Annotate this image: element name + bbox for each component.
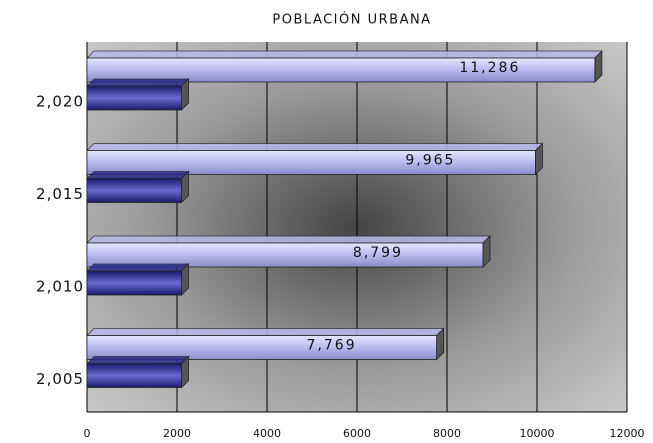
y-tick-label: 2,015 xyxy=(36,185,84,203)
bar-top-face xyxy=(86,356,190,364)
x-tick-label: 12000 xyxy=(610,427,645,440)
x-tick-label: 4000 xyxy=(253,427,281,440)
bar xyxy=(86,335,438,360)
value-label: 9,965 xyxy=(405,153,455,169)
bar xyxy=(86,178,182,203)
value-label: 8,799 xyxy=(353,245,403,261)
bar xyxy=(86,150,536,175)
y-tick-label: 2,020 xyxy=(36,93,84,111)
value-label: 7,769 xyxy=(307,338,357,354)
x-tick-label: 10000 xyxy=(520,427,555,440)
bar xyxy=(86,242,484,268)
y-tick-label: 2,005 xyxy=(36,370,84,388)
bar-top-face xyxy=(86,50,603,59)
x-tick-label: 2000 xyxy=(163,427,191,440)
x-tick-label: 0 xyxy=(84,427,91,440)
bar-top-face xyxy=(86,328,445,336)
bar-top-face xyxy=(86,263,190,272)
bar-top-face xyxy=(86,235,491,244)
bar xyxy=(86,85,182,111)
bar xyxy=(86,270,182,296)
bar xyxy=(86,363,182,388)
y-tick-label: 2,010 xyxy=(36,278,84,296)
bar xyxy=(86,57,596,83)
x-tick-label: 6000 xyxy=(343,427,371,440)
bar-top-face xyxy=(86,78,190,87)
bar-top-face xyxy=(86,143,544,151)
x-tick-label: 8000 xyxy=(433,427,461,440)
value-label: 11,286 xyxy=(459,60,520,76)
chart-title: POBLACIÓN URBANA xyxy=(272,12,431,28)
bar-top-face xyxy=(86,171,190,179)
